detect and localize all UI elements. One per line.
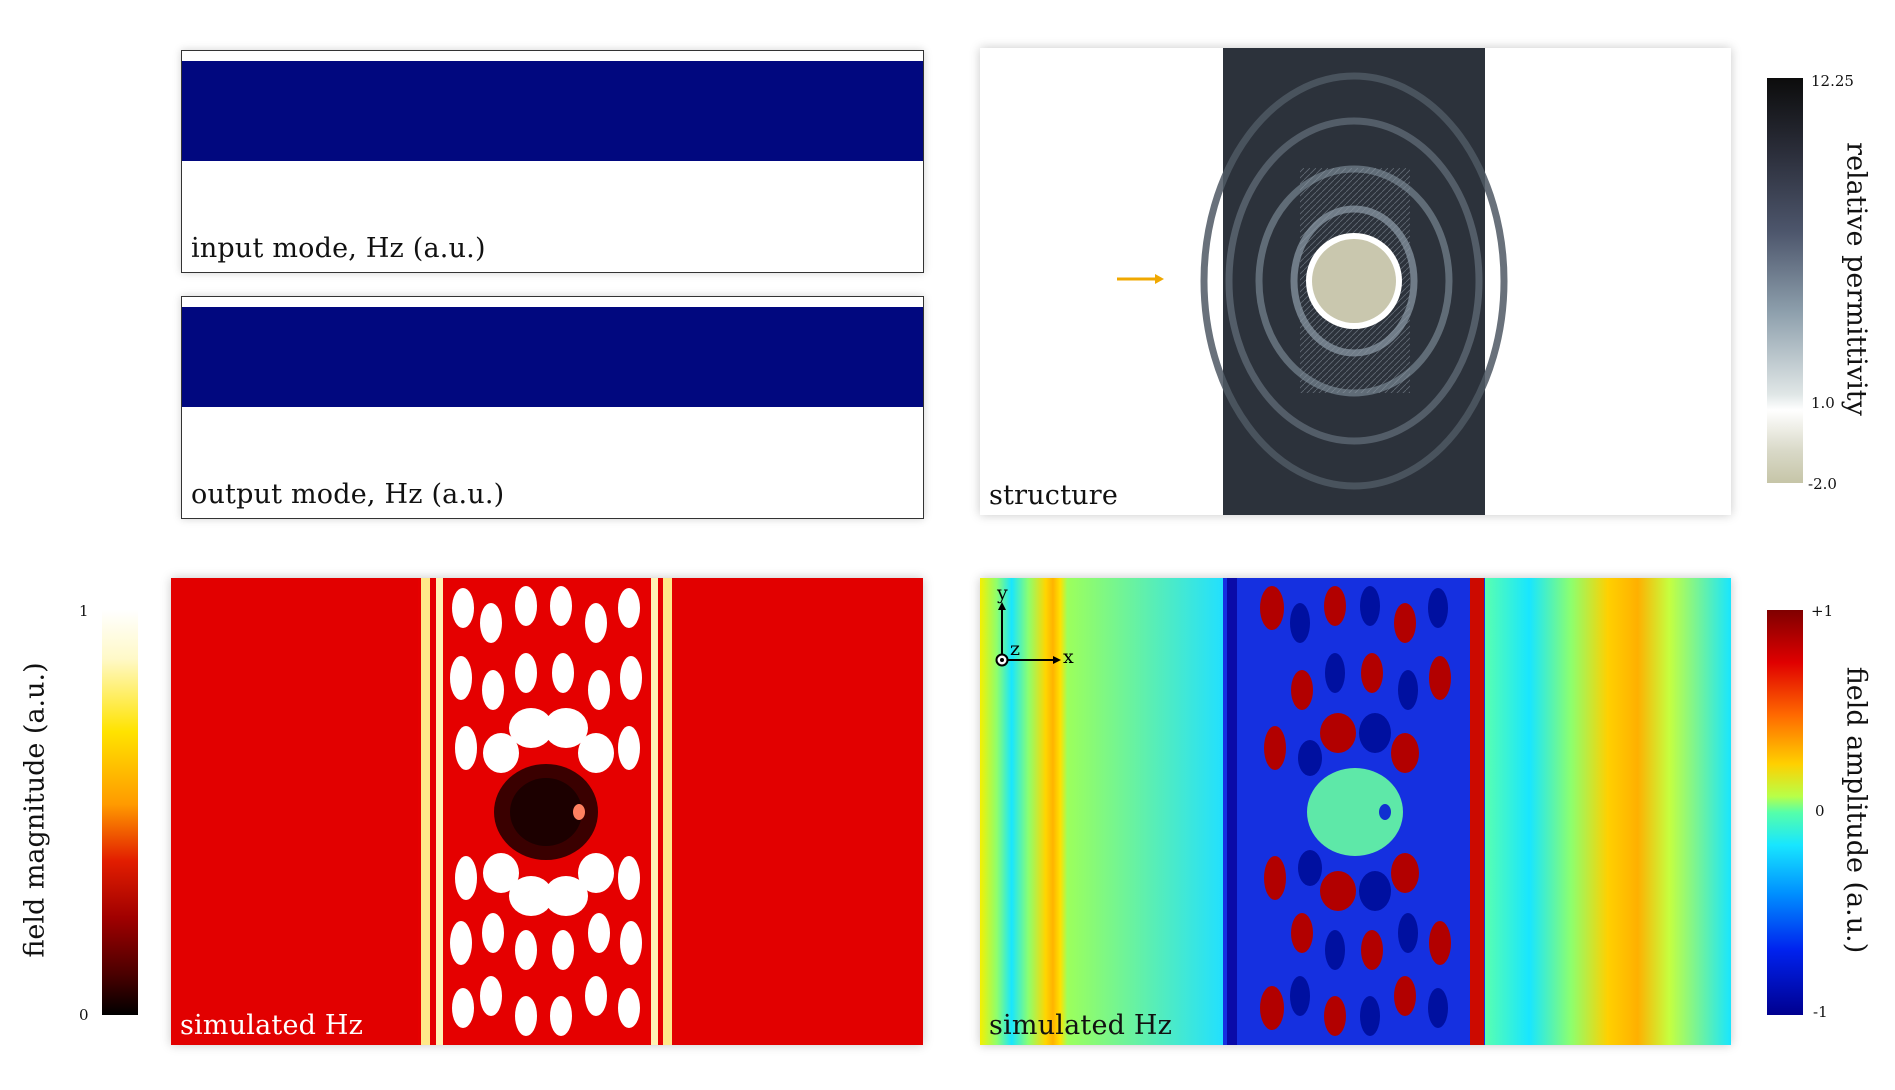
amplitude-mid-tick: 0 [1815,802,1825,820]
amplitude-colorbar [1767,610,1803,1015]
axes-indicator [995,602,1061,667]
permittivity-colorbar [1767,78,1803,483]
magnitude-stripes [421,578,672,1045]
structure-panel: structure [980,48,1731,515]
amplitude-panel: y z x simulated Hz [980,578,1731,1045]
amplitude-title: field amplitude (a.u.) [1840,666,1872,954]
magnitude-min-tick: 0 [79,1006,89,1024]
permittivity-mid-tick: 1.0 [1811,394,1835,412]
source-arrow [1117,274,1164,284]
amplitude-max-tick: +1 [1811,602,1834,620]
permittivity-min-tick: -2.0 [1808,475,1837,493]
amplitude-label: simulated Hz [989,1010,1173,1041]
magnitude-title: field magnitude (a.u.) [19,662,51,958]
amplitude-core [1307,768,1403,856]
amplitude-lobes-red [1260,586,1451,1036]
magnitude-colorbar [102,610,138,1015]
input-mode-panel: input mode, Hz (a.u.) [181,50,924,273]
amplitude-plot [980,578,1731,1045]
axis-y-label: y [997,582,1008,604]
amplitude-lobes-blue [1290,586,1448,1036]
permittivity-max-tick: 12.25 [1811,72,1854,90]
output-mode-panel: output mode, Hz (a.u.) [181,296,924,519]
permittivity-title: relative permittivity [1840,142,1872,416]
structure-plot [1117,48,1508,515]
magnitude-plot [418,578,672,1045]
structure-label: structure [989,480,1119,511]
output-mode-band [182,307,923,407]
magnitude-lobes [450,586,642,1036]
magnitude-max-tick: 1 [79,602,89,620]
input-mode-band [182,61,923,161]
magnitude-label: simulated Hz [180,1010,364,1041]
scatterer [1312,239,1396,323]
axis-z-label: z [1010,638,1021,660]
magnitude-panel: simulated Hz [171,578,923,1045]
input-mode-label: input mode, Hz (a.u.) [191,233,486,264]
output-mode-label: output mode, Hz (a.u.) [191,479,505,510]
axis-x-label: x [1063,646,1074,668]
amplitude-min-tick: -1 [1813,1003,1828,1021]
